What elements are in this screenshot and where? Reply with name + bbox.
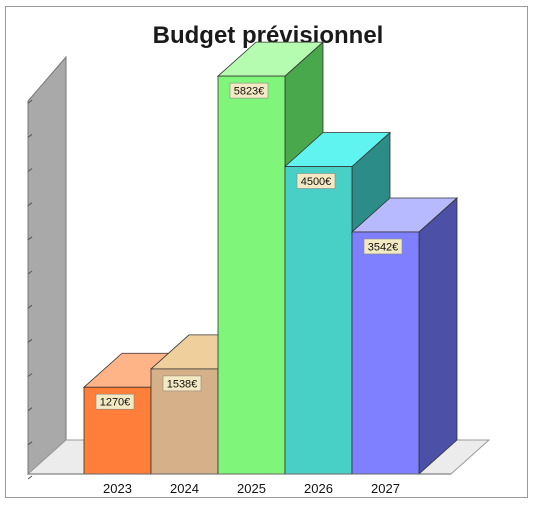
data-label-2026: 4500€ (301, 176, 332, 188)
x-tick-2026: 2026 (304, 481, 333, 496)
data-label-bg-2026 (296, 173, 336, 189)
wall-tick (27, 270, 33, 275)
bar-2025 (217, 75, 286, 475)
wall-tick (27, 133, 33, 138)
bar-2026 (284, 166, 353, 475)
back-wall (27, 55, 67, 476)
wall-tick (27, 168, 33, 172)
data-label-bg-2023 (95, 393, 135, 410)
x-tick-2025: 2025 (237, 481, 266, 496)
chart-frame: Budget prévisionnel 1270€ 2023 1538€ 2024 58… (5, 6, 528, 498)
wall-tick (27, 99, 33, 104)
wall-tick (27, 407, 33, 412)
data-label-bg-2025 (229, 82, 269, 99)
x-tick-2027: 2027 (371, 481, 400, 496)
wall-tick (27, 475, 33, 480)
x-tick-2024: 2024 (170, 481, 199, 496)
data-label-bg-2024 (162, 375, 202, 392)
bar-chart: Budget prévisionnel 1270€20231538€202458… (26, 22, 491, 496)
data-label-2025: 5823€ (234, 86, 265, 98)
chart-body: 1270€ 2023 1538€ 2024 5823€ 2025 4500€ 2026 3542… (26, 41, 491, 496)
wall-tick (27, 373, 33, 377)
bar-2027 (351, 231, 420, 475)
wall-tick (27, 338, 33, 343)
wall-tick (27, 441, 33, 446)
data-label-bg-2027 (363, 238, 403, 255)
wall-tick (27, 236, 33, 241)
bar-side-2027 (418, 197, 458, 475)
data-label-2027: 3542€ (368, 241, 399, 253)
data-label-2023: 1270€ (100, 397, 131, 409)
data-label-2024: 1538€ (167, 378, 198, 390)
wall-tick (27, 202, 33, 207)
wall-tick (27, 304, 33, 309)
x-tick-2023: 2023 (103, 481, 132, 496)
